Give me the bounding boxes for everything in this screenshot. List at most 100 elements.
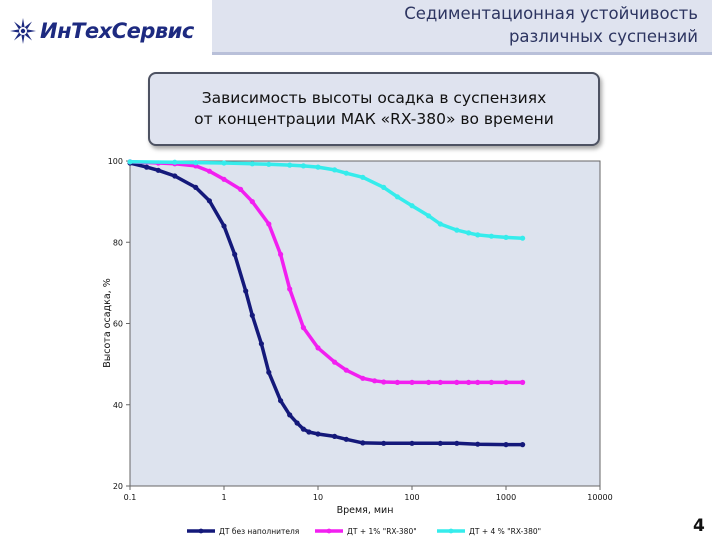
- data-point: [437, 440, 443, 446]
- data-point: [300, 325, 306, 331]
- data-point: [287, 286, 293, 292]
- data-point: [300, 163, 306, 169]
- data-point: [503, 379, 509, 385]
- data-point: [360, 440, 366, 446]
- data-point: [360, 174, 366, 180]
- logo-text: ИнТехСервис: [40, 19, 194, 43]
- slide-title-line-1: Седиментационная устойчивость: [404, 4, 698, 23]
- data-point: [426, 379, 432, 385]
- data-point: [343, 436, 349, 442]
- legend-marker: [326, 528, 332, 534]
- data-point: [306, 429, 312, 435]
- data-point: [466, 230, 472, 236]
- data-point: [315, 345, 321, 351]
- data-point: [454, 227, 460, 233]
- x-tick-label: 1: [221, 493, 226, 502]
- data-point: [454, 440, 460, 446]
- legend-label: ДТ + 1% "RX-380": [347, 527, 417, 536]
- data-point: [454, 379, 460, 385]
- axis-ticks: 20 40 60 80 100 0.1 1 10 100 1000 10000: [108, 157, 613, 502]
- data-point: [127, 159, 133, 165]
- chart-caption-box: Зависимость высоты осадка в суспензиях о…: [148, 72, 600, 146]
- data-point: [332, 359, 338, 365]
- legend-label: ДТ без наполнителя: [219, 527, 299, 536]
- data-point: [360, 375, 366, 381]
- x-tick-label: 0.1: [124, 493, 137, 502]
- data-point: [437, 221, 443, 227]
- data-point: [193, 184, 199, 190]
- data-point: [287, 162, 293, 168]
- data-point: [193, 160, 199, 166]
- chart-caption-line-2: от концентрации МАК «RX-380» во времени: [194, 110, 554, 128]
- data-point: [520, 442, 526, 448]
- data-point: [437, 379, 443, 385]
- data-point: [232, 251, 238, 257]
- data-point: [278, 398, 284, 404]
- y-tick-label: 40: [113, 401, 123, 410]
- data-point: [266, 369, 272, 375]
- data-point: [221, 160, 227, 166]
- data-point: [206, 168, 212, 174]
- company-logo: ИнТехСервис: [8, 16, 194, 46]
- data-point: [488, 233, 494, 239]
- data-point: [372, 378, 378, 384]
- chart-caption-line-1: Зависимость высоты осадка в суспензиях: [201, 89, 547, 107]
- x-tick-label: 10: [313, 493, 323, 502]
- y-tick-label: 80: [113, 238, 123, 247]
- data-point: [287, 412, 293, 418]
- slide-title-line-2: различных суспензий: [508, 27, 698, 46]
- data-point: [409, 440, 415, 446]
- data-point: [221, 176, 227, 182]
- data-point: [144, 164, 150, 170]
- data-point: [315, 431, 321, 437]
- data-point: [300, 426, 306, 432]
- data-point: [409, 203, 415, 209]
- data-point: [475, 232, 481, 238]
- x-tick-label: 10000: [587, 493, 612, 502]
- data-point: [315, 164, 321, 170]
- x-axis-label: Время, мин: [337, 505, 394, 516]
- data-point: [332, 167, 338, 173]
- data-point: [520, 235, 526, 241]
- data-point: [266, 161, 272, 167]
- x-tick-label: 1000: [496, 493, 516, 502]
- y-tick-label: 60: [113, 320, 123, 329]
- data-point: [475, 441, 481, 447]
- data-point: [249, 161, 255, 167]
- data-point: [466, 379, 472, 385]
- data-point: [503, 234, 509, 240]
- data-point: [172, 173, 178, 179]
- data-point: [520, 379, 526, 385]
- data-point: [294, 420, 300, 426]
- plot-area: [129, 160, 601, 487]
- series-line: [128, 161, 525, 447]
- data-point: [381, 440, 387, 446]
- series-line: [128, 160, 525, 385]
- data-point: [475, 379, 481, 385]
- data-point: [266, 221, 272, 227]
- data-point: [488, 379, 494, 385]
- data-point: [426, 213, 432, 219]
- logo-emblem-icon: [10, 18, 36, 44]
- data-point: [278, 251, 284, 257]
- y-axis-label: Высота осадка, %: [102, 278, 113, 367]
- data-point: [394, 379, 400, 385]
- x-tick-label: 100: [404, 493, 419, 502]
- data-point: [258, 341, 264, 347]
- data-point: [243, 288, 249, 294]
- data-point: [343, 170, 349, 176]
- legend-label: ДТ + 4 % "RX-380": [469, 527, 541, 536]
- data-point: [332, 433, 338, 439]
- series-2: [127, 159, 526, 385]
- data-point: [238, 186, 244, 192]
- data-point: [503, 442, 509, 448]
- series-3: [127, 159, 526, 241]
- series-lines: [127, 159, 526, 448]
- slide-header: ИнТехСервис Седиментационная устойчивост…: [0, 0, 720, 56]
- data-point: [249, 312, 255, 318]
- legend-marker: [448, 528, 454, 534]
- data-point: [343, 367, 349, 373]
- y-tick-label: 20: [113, 482, 123, 491]
- data-point: [155, 167, 161, 173]
